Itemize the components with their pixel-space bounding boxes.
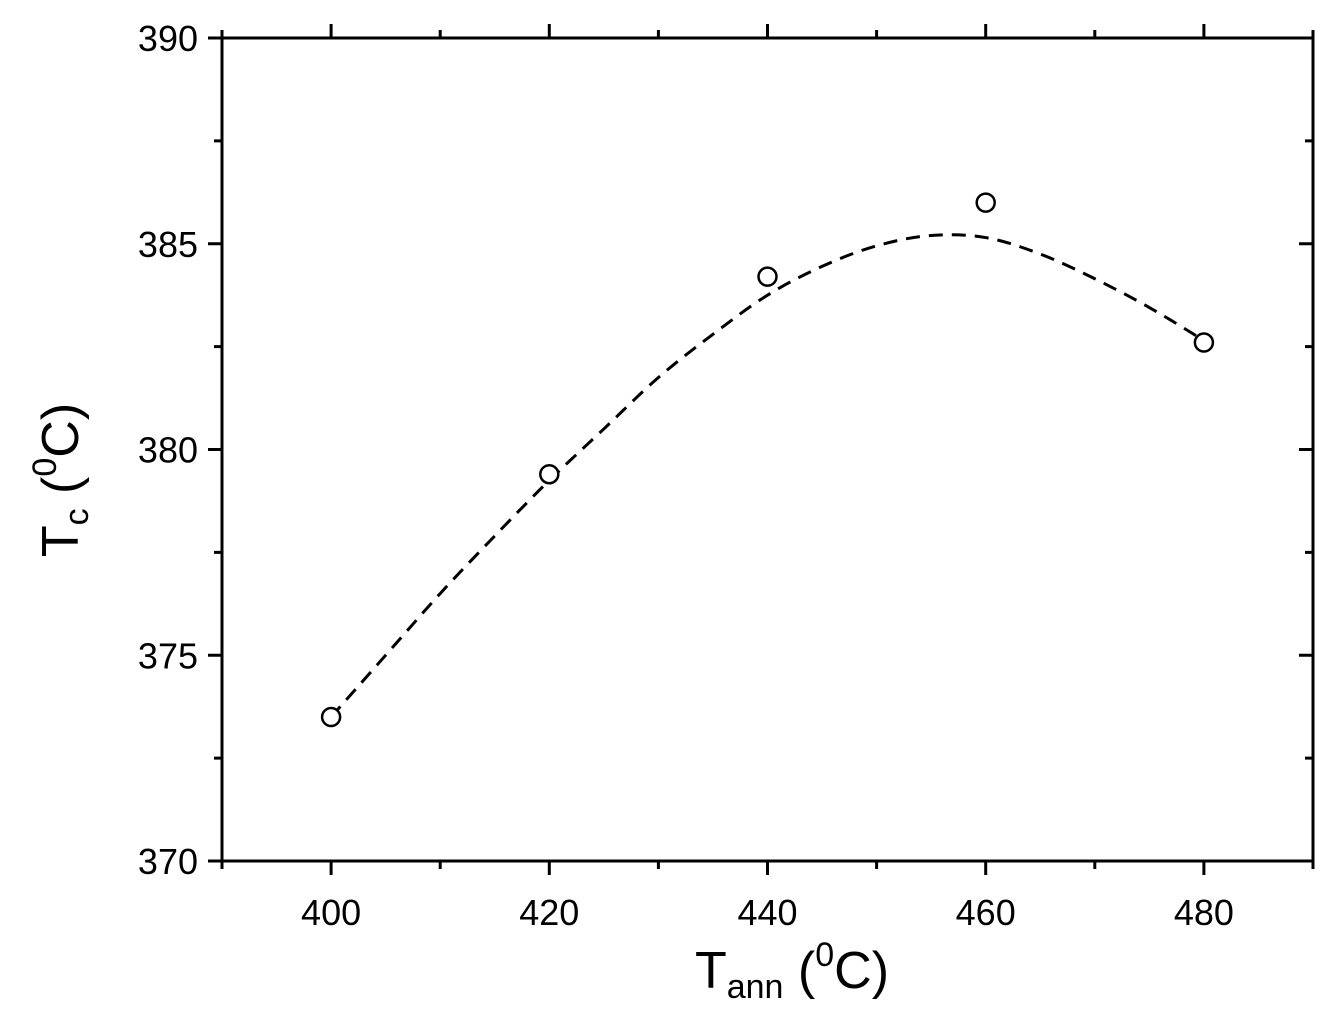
data-point — [757, 266, 778, 287]
x-axis-title-main: T — [695, 942, 727, 1000]
fit-curve — [329, 233, 1205, 718]
y-axis-title-open: ( — [32, 476, 90, 508]
data-points — [320, 192, 1215, 728]
data-point — [1193, 332, 1215, 353]
y-axis-title-main: T — [32, 525, 90, 557]
data-point — [320, 706, 342, 728]
x-axis-title-superscript: 0 — [815, 936, 834, 974]
y-tick-label: 390 — [138, 18, 198, 59]
y-axis-title: Tc (0C) — [26, 403, 96, 557]
y-tick-label: 380 — [138, 430, 198, 471]
x-axis-title-unit: C) — [834, 942, 889, 1000]
data-point — [975, 192, 996, 213]
y-axis-title-subscript: c — [58, 508, 96, 525]
x-tick-label: 480 — [1174, 892, 1234, 933]
x-tick-label: 420 — [519, 892, 579, 933]
x-axis-ticks — [220, 24, 1315, 875]
y-axis-title-superscript: 0 — [26, 458, 64, 477]
x-tick-label: 400 — [301, 892, 361, 933]
y-axis-tick-labels: 370 375 380 385 390 — [138, 18, 198, 882]
y-axis-ticks — [208, 36, 1313, 863]
y-tick-label: 375 — [138, 635, 198, 676]
plot-frame — [220, 36, 1315, 863]
x-axis-title-subscript: ann — [727, 968, 784, 1006]
y-axis-title-unit: C) — [32, 403, 90, 458]
x-tick-label: 460 — [956, 892, 1016, 933]
x-axis-title-open: ( — [783, 942, 815, 1000]
x-axis-tick-labels: 400 420 440 460 480 — [301, 892, 1234, 933]
y-tick-label: 370 — [138, 841, 198, 882]
x-axis-title: Tann (0C) — [695, 936, 889, 1006]
y-tick-label: 385 — [138, 224, 198, 265]
x-tick-label: 440 — [737, 892, 797, 933]
data-point — [539, 463, 560, 485]
